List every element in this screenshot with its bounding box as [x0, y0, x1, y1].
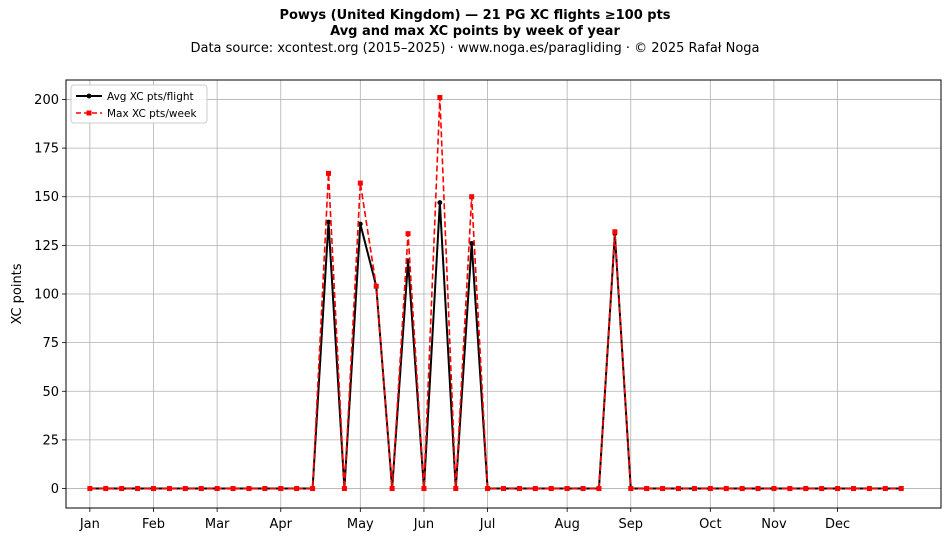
- chart-titles: Powys (United Kingdom) — 21 PG XC flight…: [0, 8, 950, 58]
- data-point-max: [803, 486, 809, 492]
- x-tick-label: Jan: [79, 517, 100, 532]
- x-tick-label: Mar: [205, 517, 230, 532]
- series-line-max: [89, 96, 902, 490]
- x-tick-label: Oct: [699, 517, 721, 532]
- x-tick-label: Sep: [619, 517, 644, 532]
- data-point-max: [294, 486, 300, 492]
- data-point-max: [389, 486, 395, 492]
- data-point-max: [262, 486, 268, 492]
- data-point-max: [819, 486, 825, 492]
- data-point-max: [326, 170, 331, 176]
- data-point-max: [835, 486, 841, 492]
- x-tick-label: Aug: [554, 517, 579, 532]
- legend-box: [70, 84, 208, 124]
- legend-marker: [86, 110, 92, 116]
- data-point-avg: [469, 241, 475, 246]
- data-point-max: [644, 486, 650, 492]
- data-point-max: [548, 486, 554, 492]
- x-tick-label: Feb: [142, 517, 165, 532]
- data-point-max: [532, 486, 538, 492]
- data-point-max: [787, 486, 793, 492]
- data-point-max: [898, 486, 904, 492]
- y-tick-label: 75: [42, 336, 59, 351]
- data-point-max: [612, 229, 618, 235]
- data-point-max: [723, 486, 729, 492]
- data-point-max: [373, 283, 379, 289]
- data-point-max: [214, 486, 220, 492]
- legend-label: Max XC pts/week: [107, 108, 197, 120]
- data-point-max: [691, 486, 697, 492]
- y-axis-label: XC points: [10, 263, 25, 324]
- data-point-max: [151, 486, 156, 492]
- data-point-max: [755, 486, 761, 492]
- data-point-avg: [437, 200, 443, 205]
- data-point-max: [628, 486, 634, 492]
- data-point-max: [485, 486, 491, 492]
- legend: Avg XC pts/flight Max XC pts/week: [70, 84, 208, 124]
- x-tick-label: Dec: [825, 517, 850, 532]
- data-point-max: [501, 486, 506, 492]
- series-layer: [87, 95, 904, 492]
- data-point-max: [437, 95, 443, 101]
- x-tick-label: Nov: [761, 517, 787, 532]
- data-point-max: [119, 486, 125, 492]
- data-point-max: [278, 486, 284, 492]
- y-tick-label: 125: [34, 239, 59, 254]
- data-point-max: [469, 194, 475, 200]
- data-point-max: [166, 486, 172, 492]
- chart-title: Powys (United Kingdom) — 21 PG XC flight…: [279, 8, 671, 23]
- y-tick-label: 25: [42, 433, 59, 448]
- data-point-max: [851, 486, 856, 492]
- data-point-max: [580, 486, 586, 492]
- data-point-max: [660, 486, 666, 492]
- data-point-max: [771, 486, 777, 492]
- x-tick-label: Jun: [413, 517, 434, 532]
- data-point-max: [246, 486, 252, 492]
- data-point-max: [707, 486, 713, 492]
- y-tick-label: 100: [34, 288, 59, 303]
- data-point-max: [135, 486, 141, 492]
- y-tick-label: 0: [51, 482, 59, 497]
- data-point-max: [739, 486, 745, 492]
- y-tick-label: 150: [34, 190, 59, 205]
- data-point-max: [453, 486, 459, 492]
- data-point-max: [103, 486, 109, 492]
- x-tick-label: May: [347, 517, 374, 532]
- data-point-max: [882, 486, 888, 492]
- data-point-max: [596, 486, 602, 492]
- plot-frame: [65, 79, 942, 509]
- chart-source: Data source: xcontest.org (2015–2025) · …: [190, 41, 760, 56]
- data-point-max: [357, 180, 363, 186]
- legend-marker: [86, 93, 92, 99]
- axis-ticks: 0 25 50 75 100 125 150 175 200 Jan Feb Mar Apr May Jun…: [34, 93, 850, 532]
- data-point-max: [516, 486, 522, 492]
- chart-subtitle: Avg and max XC points by week of year: [330, 24, 620, 39]
- data-point-max: [676, 486, 681, 492]
- data-point-max: [198, 486, 204, 492]
- data-point-max: [405, 231, 411, 237]
- y-tick-label: 50: [42, 385, 59, 400]
- legend-label: Avg XC pts/flight: [107, 91, 194, 103]
- grid-lines: [66, 80, 941, 508]
- data-point-max: [182, 486, 188, 492]
- x-tick-label: Jul: [479, 517, 496, 532]
- data-point-max: [866, 486, 872, 492]
- data-point-max: [421, 486, 427, 492]
- x-tick-label: Apr: [270, 517, 293, 532]
- data-point-max: [310, 486, 316, 492]
- data-point-max: [564, 486, 570, 492]
- data-point-avg: [326, 219, 331, 225]
- data-point-max: [230, 486, 236, 492]
- data-point-avg: [357, 221, 363, 227]
- data-point-max: [341, 486, 347, 492]
- y-tick-label: 200: [34, 93, 59, 108]
- data-point-max: [87, 486, 93, 492]
- y-tick-label: 175: [34, 142, 59, 157]
